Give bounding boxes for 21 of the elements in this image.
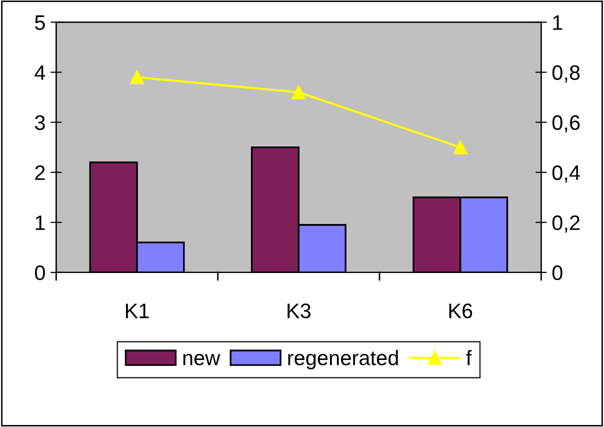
point (130, 70, 144, 84)
y2-tick-label: 0,2 (552, 215, 580, 233)
point (292, 85, 306, 100)
y2-tick-label: 0,4 (552, 165, 580, 183)
x-tick-label: K6 (449, 304, 472, 318)
y-tick-label: 3 (34, 115, 45, 130)
y-tick-label: 2 (35, 165, 45, 180)
y-tick-label: 1 (36, 216, 45, 230)
x-tick-label: K1 (126, 304, 149, 318)
y2-tick-label: 1 (553, 15, 562, 30)
legend-label: f (466, 350, 472, 366)
y-tick-label: 0 (34, 265, 45, 280)
point (453, 140, 468, 154)
y2-tick-label: 0 (552, 265, 562, 280)
x-tick-label: K3 (288, 304, 311, 318)
y2-tick-label: 0,8 (552, 65, 580, 82)
legend-label: new (183, 354, 220, 366)
y-tick-label: 5 (35, 15, 45, 30)
legend-label: regenerated (288, 350, 398, 370)
y2-tick-label: 0,6 (552, 115, 580, 133)
y-tick-label: 4 (34, 65, 46, 80)
